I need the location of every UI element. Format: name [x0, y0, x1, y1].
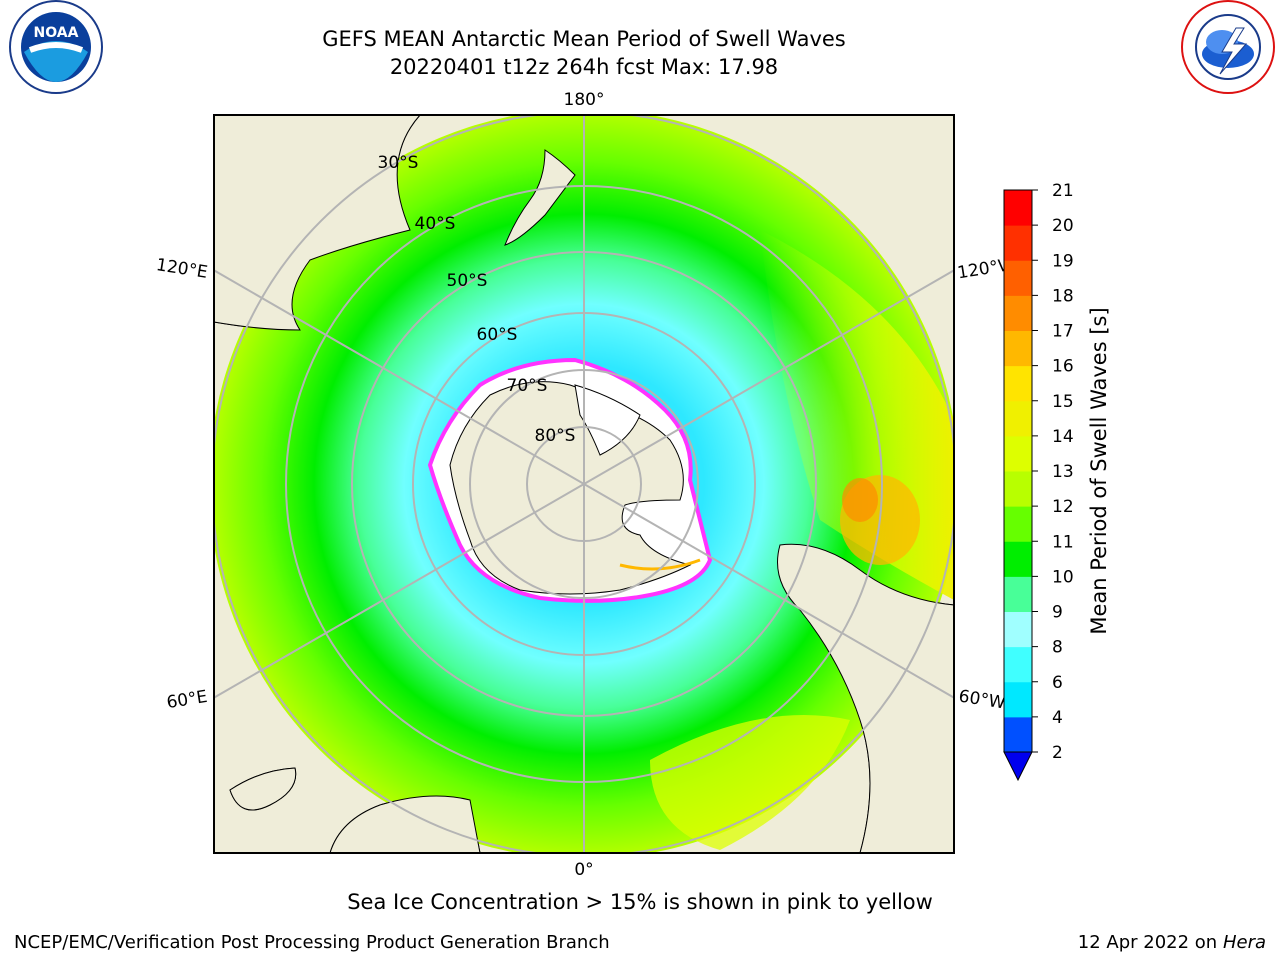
- colorbar-tick-label: 19: [1052, 251, 1074, 271]
- ross-ice-shelf: [574, 384, 641, 456]
- footer-date: 12 Apr 2022 on Hera: [1078, 932, 1266, 953]
- colorbar: 2 4 6 8 9 10 11 12 13 14 15 16 17 18 19 20 21: [1003, 181, 1074, 782]
- colorbar-segment: [1004, 716, 1032, 753]
- colorbar-tick-label: 13: [1052, 462, 1074, 482]
- colorbar-tick-label: 2: [1052, 743, 1063, 763]
- lat-label-50s: 50°S: [447, 271, 488, 291]
- lon-label-180: 180°: [564, 90, 605, 110]
- colorbar-tick-label: 15: [1052, 392, 1074, 412]
- colorbar-segment: [1004, 190, 1032, 226]
- colorbar-segment: [1004, 611, 1032, 648]
- lat-label-80s: 80°S: [535, 426, 576, 446]
- lat-label-60s: 60°S: [477, 325, 518, 345]
- lon-label-60e: 60°E: [165, 687, 209, 713]
- noaa-logo-text: NOAA: [34, 25, 79, 41]
- colorbar-segment: [1004, 576, 1032, 612]
- colorbar-segment: [1004, 400, 1032, 437]
- colorbar-tick-label: 12: [1052, 497, 1074, 517]
- colorbar-segment: [1004, 260, 1032, 296]
- colorbar-tick-label: 20: [1052, 216, 1074, 236]
- colorbar-tick-label: 11: [1052, 532, 1074, 552]
- colorbar-tick-label: 17: [1052, 322, 1074, 342]
- colorbar-segment: [1004, 541, 1032, 577]
- sea-ice-note: Sea Ice Concentration > 15% is shown in …: [347, 890, 933, 914]
- colorbar-tick-label: 8: [1052, 638, 1063, 658]
- colorbar-segment: [1004, 435, 1032, 472]
- colorbar-tick-label: 16: [1052, 357, 1074, 377]
- colorbar-segment: [1004, 506, 1032, 542]
- colorbar-segment: [1004, 330, 1032, 367]
- lon-label-0: 0°: [574, 860, 593, 880]
- colorbar-segment: [1004, 646, 1032, 683]
- warm-swell-region-south: [650, 715, 850, 850]
- lon-label-60w: 60°W: [957, 686, 1007, 713]
- max-period-patch-2: [842, 478, 878, 522]
- colorbar-tick-label: 4: [1052, 708, 1063, 728]
- lat-label-40s: 40°S: [415, 214, 456, 234]
- colorbar-segment: [1004, 471, 1032, 507]
- lat-label-70s: 70°S: [507, 376, 548, 396]
- lon-label-120e: 120°E: [155, 255, 209, 283]
- madagascar-coast: [229, 767, 297, 811]
- map-frame: [213, 114, 955, 854]
- lat-label-30s: 30°S: [378, 153, 419, 173]
- colorbar-segment: [1004, 365, 1032, 402]
- colorbar-tick-label: 10: [1052, 567, 1074, 587]
- nws-logo: [1181, 0, 1275, 94]
- colorbar-segment: [1004, 295, 1032, 331]
- chart-subtitle: 20220401 t12z 264h fcst Max: 17.98: [389, 55, 779, 79]
- colorbar-extend-arrow: [1003, 751, 1033, 782]
- colorbar-label: Mean Period of Swell Waves [s]: [1087, 307, 1111, 634]
- colorbar-tick-label: 9: [1052, 603, 1063, 623]
- footer-date-text: 12 Apr 2022 on: [1077, 932, 1223, 953]
- footer-host: Hera: [1222, 932, 1266, 953]
- colorbar-segment: [1004, 225, 1032, 261]
- colorbar-tick-label: 6: [1052, 673, 1063, 693]
- colorbar-tick-label: 18: [1052, 286, 1074, 306]
- colorbar-tick-label: 21: [1052, 181, 1074, 201]
- new-zealand-land: [504, 149, 576, 246]
- colorbar-segment: [1004, 681, 1032, 718]
- graticule: [214, 115, 954, 853]
- footer-credit: NCEP/EMC/Verification Post Processing Pr…: [14, 932, 610, 953]
- chart-title: GEFS MEAN Antarctic Mean Period of Swell…: [322, 27, 846, 51]
- australia-coast: [214, 115, 421, 331]
- noaa-logo: NOAA: [9, 0, 103, 94]
- colorbar-tick-label: 14: [1052, 427, 1074, 447]
- africa-coast: [329, 795, 481, 853]
